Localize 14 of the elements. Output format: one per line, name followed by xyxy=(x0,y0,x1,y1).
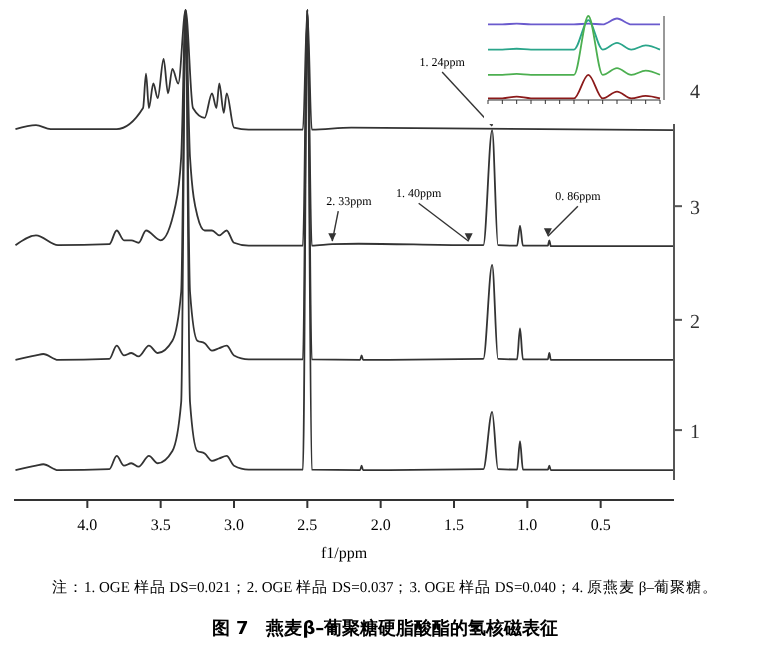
x-tick-label: 1.5 xyxy=(444,516,464,535)
series-label: 1 xyxy=(690,422,700,445)
series-label: 4 xyxy=(690,82,700,105)
series-label: 3 xyxy=(690,198,700,221)
x-axis-title: f1/ppm xyxy=(320,544,369,562)
x-tick-label: 1.0 xyxy=(517,516,538,535)
text: 图 7 燕麦β–葡聚糖硬脂酸酯的氢核磁表征 xyxy=(211,618,559,640)
x-tick-label: 3.5 xyxy=(150,516,171,535)
x-tick-label: 2.0 xyxy=(370,516,391,535)
x-tick-label: 2.5 xyxy=(297,516,318,535)
series-label: 2 xyxy=(690,311,700,334)
x-tick-label: 0.5 xyxy=(590,516,611,535)
x-tick-label: 4.0 xyxy=(77,516,98,535)
x-tick-label: 3.0 xyxy=(224,516,244,535)
